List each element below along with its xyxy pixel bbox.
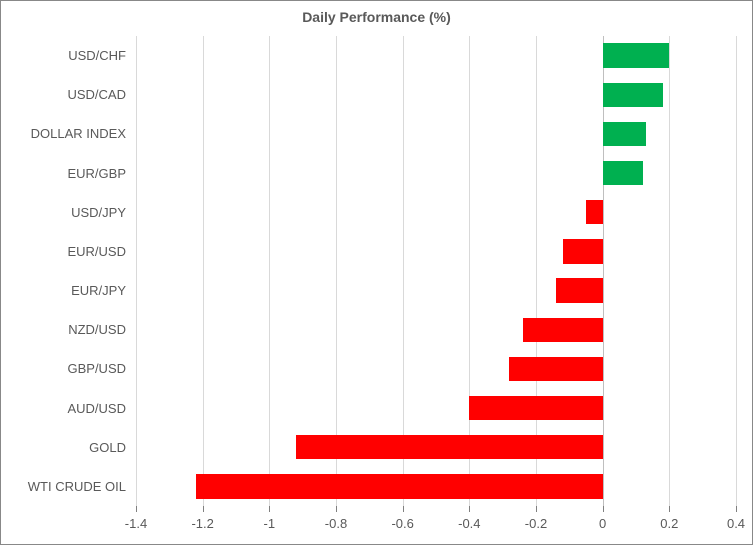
category-label: EUR/JPY (71, 283, 126, 298)
chart-title: Daily Performance (%) (1, 1, 752, 25)
bar (469, 396, 602, 420)
category-label: USD/CHF (68, 48, 126, 63)
gridline (669, 36, 670, 506)
x-tickmark (203, 506, 204, 512)
category-label: USD/JPY (71, 205, 126, 220)
category-label: GBP/USD (67, 361, 126, 376)
bar (563, 239, 603, 263)
x-tickmark (736, 506, 737, 512)
x-tickmark (136, 506, 137, 512)
x-tick-label: -1.4 (125, 516, 147, 531)
category-label: EUR/USD (67, 244, 126, 259)
x-tick-label: -1 (264, 516, 276, 531)
gridline (136, 36, 137, 506)
bar (603, 43, 670, 67)
x-tickmark (669, 506, 670, 512)
category-label: USD/CAD (67, 87, 126, 102)
bar (603, 122, 646, 146)
category-label: WTI CRUDE OIL (28, 479, 126, 494)
bar (523, 318, 603, 342)
bar (196, 474, 603, 498)
x-tickmark (603, 506, 604, 512)
bar (603, 161, 643, 185)
x-tick-label: -0.4 (458, 516, 480, 531)
category-label: AUD/USD (67, 401, 126, 416)
x-tick-label: 0.4 (727, 516, 745, 531)
x-tick-label: 0.2 (660, 516, 678, 531)
performance-chart: Daily Performance (%)-1.4-1.2-1-0.8-0.6-… (0, 0, 753, 545)
bar (296, 435, 603, 459)
plot-area: -1.4-1.2-1-0.8-0.6-0.4-0.200.20.4USD/CHF… (136, 36, 736, 506)
x-tickmark (403, 506, 404, 512)
x-tick-label: -0.2 (525, 516, 547, 531)
gridline (203, 36, 204, 506)
bar (509, 357, 602, 381)
category-label: NZD/USD (68, 322, 126, 337)
x-tick-label: -1.2 (191, 516, 213, 531)
category-label: DOLLAR INDEX (31, 126, 126, 141)
bar (556, 278, 603, 302)
category-label: GOLD (89, 440, 126, 455)
gridline (269, 36, 270, 506)
bar (603, 83, 663, 107)
category-label: EUR/GBP (67, 166, 126, 181)
gridline (736, 36, 737, 506)
x-tickmark (536, 506, 537, 512)
bar (586, 200, 603, 224)
x-tick-label: 0 (599, 516, 606, 531)
x-tickmark (336, 506, 337, 512)
x-tick-label: -0.6 (391, 516, 413, 531)
x-tick-label: -0.8 (325, 516, 347, 531)
x-tickmark (269, 506, 270, 512)
x-tickmark (469, 506, 470, 512)
